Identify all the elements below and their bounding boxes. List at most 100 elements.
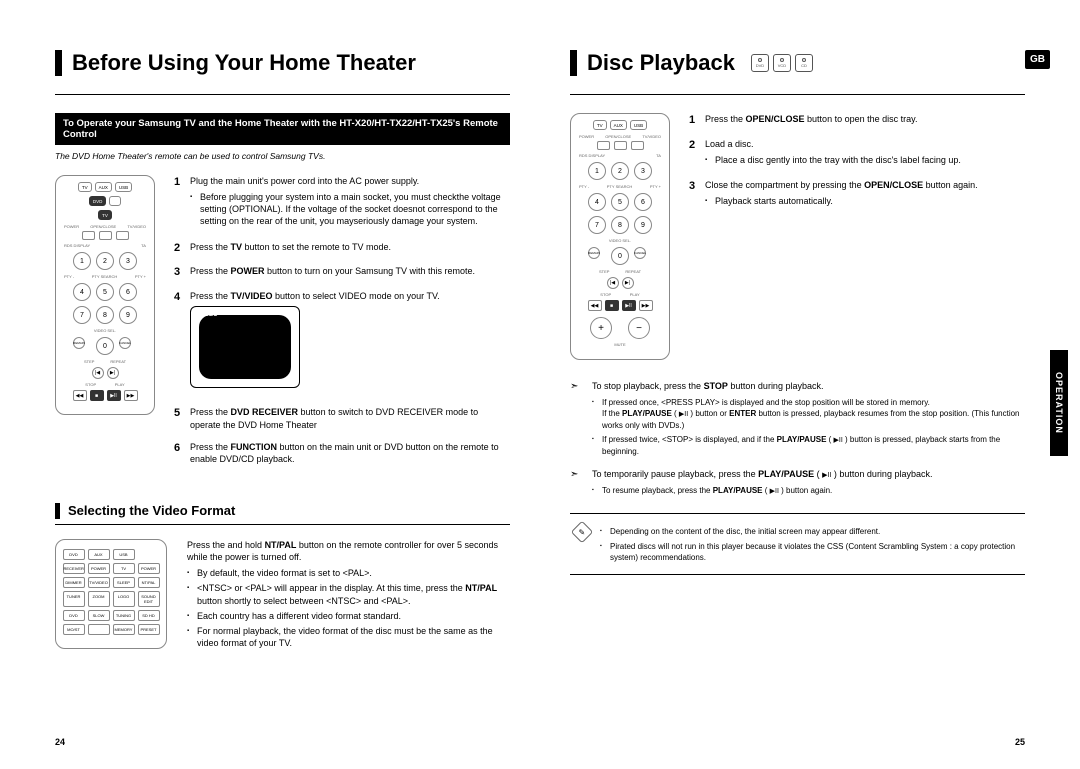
remote-wide-btn: DVD [63, 610, 85, 621]
step-number: 4 [174, 290, 184, 396]
remote-cancel: CANCEL [634, 247, 646, 259]
lbl-step: STEP [84, 359, 94, 364]
remote-num: 8 [96, 306, 114, 324]
remote-btn-tv2: TV [98, 210, 112, 220]
lbl: PLAY [630, 292, 640, 297]
step-number: 3 [689, 179, 699, 210]
note-bullet: Depending on the content of the disc, th… [600, 526, 1021, 537]
step: 2Load a disc.Place a disc gently into th… [689, 138, 1025, 169]
remote-num: 6 [634, 193, 652, 211]
lbl: STOP [600, 292, 611, 297]
media-icons: DVD VCD CD [751, 54, 813, 72]
remote-control-wide: DVDAUXUSBRECEIVERPOWERTVPOWERDIMMERTV/VI… [55, 539, 167, 649]
remote-control-illustration-right: TVAUXUSB POWEROPEN/CLOSETV/VIDEO RDS DIS… [570, 113, 670, 360]
note-bullets: Depending on the content of the disc, th… [600, 526, 1021, 566]
step-text: Close the compartment by pressing the OP… [705, 179, 978, 210]
lbl: PTY SEARCH [607, 184, 633, 189]
remote-wide-btn: TV [113, 563, 135, 574]
remote-sbtn [116, 231, 129, 240]
step-number: 1 [174, 175, 184, 231]
remote-wide-btn: RECEIVER [63, 563, 85, 574]
remote-next-icon: ▶| [107, 367, 119, 379]
page-title-left: Before Using Your Home Theater [72, 50, 416, 76]
pause-playback-block: ➣ To temporarily pause playback, press t… [570, 468, 1025, 500]
remote-next-icon: ▶| [622, 277, 634, 289]
remote-num: 9 [634, 216, 652, 234]
note-box: ✎ Depending on the content of the disc, … [570, 513, 1025, 575]
lbl: PTY - [579, 184, 589, 189]
step: 2 Press the TV button to set the remote t… [174, 241, 510, 256]
remote-btn-dvd: DVD [89, 196, 107, 206]
remote-wide-btn: DVD [63, 549, 85, 560]
step: 4Press the TV/VIDEO button to select VID… [174, 290, 510, 396]
tv-screen-illustration: VIDEO [190, 306, 300, 388]
step-bullet: Before plugging your system into a main … [190, 191, 510, 227]
remote-wide-btn: SLEEP [113, 577, 135, 588]
remote-ff-icon: ▶▶ [124, 390, 138, 401]
remote-stop-icon: ■ [90, 390, 104, 401]
remote-vol-down-icon: − [628, 317, 650, 339]
stop-playback-bullets: If pressed once, <PRESS PLAY> is display… [592, 397, 1025, 457]
vf-lead: Press the and hold NT/PAL button on the … [187, 539, 510, 563]
remote-num: 5 [611, 193, 629, 211]
remote-btn-blank [109, 196, 121, 206]
remote-sbtn [82, 231, 95, 240]
lbl-mute: MUTE [614, 342, 625, 347]
lbl-play: PLAY [115, 382, 125, 387]
lbl-rds: RDS DISPLAY [64, 243, 90, 248]
remote-num: 5 [96, 283, 114, 301]
step: 1Press the OPEN/CLOSE button to open the… [689, 113, 1025, 128]
vf-bullet: For normal playback, the video format of… [187, 625, 510, 649]
remote-num: 2 [611, 162, 629, 180]
lbl-ptyp: PTY + [135, 274, 146, 279]
vf-columns: DVDAUXUSBRECEIVERPOWERTVPOWERDIMMERTV/VI… [55, 539, 510, 652]
remote-wide-btn: POWER [88, 563, 110, 574]
step-text: Plug the main unit's power cord into the… [190, 175, 510, 231]
remote-wide-btn: DIMMER [63, 577, 85, 588]
lbl-tvvideo: TV/VIDEO [127, 224, 146, 229]
lbl-rds: RDS DISPLAY [579, 153, 605, 158]
heading-row-left: Before Using Your Home Theater [55, 50, 510, 76]
lbl: REPEAT [625, 269, 641, 274]
lbl: STEP [599, 269, 609, 274]
remote-num: 8 [611, 216, 629, 234]
remote-btn-aux: AUX [95, 182, 112, 192]
step-number: 2 [174, 241, 184, 256]
divider [55, 524, 510, 525]
dvd-icon: DVD [751, 54, 769, 72]
remote-num: 4 [588, 193, 606, 211]
remote-sbtn [614, 141, 627, 150]
heading-accent [55, 50, 62, 76]
remote-wide-btn: PRESET [138, 624, 160, 635]
stop-playback-text: To stop playback, press the STOP button … [592, 380, 1025, 393]
vf-bullets: By default, the video format is set to <… [187, 567, 510, 649]
step-text: Press the TV button to set the remote to… [190, 241, 391, 256]
step-text: Press the POWER button to turn on your S… [190, 265, 475, 280]
remote-illustration-col: TVAUXUSB DVD TV POWEROPEN/CLOSETV/VIDEO … [55, 175, 160, 475]
arrow-icon: ➣ [570, 380, 584, 460]
step-text: Load a disc.Place a disc gently into the… [705, 138, 961, 169]
right-steps-col: 1Press the OPEN/CLOSE button to open the… [689, 113, 1025, 360]
step-number: 6 [174, 441, 184, 465]
divider [55, 94, 510, 95]
italic-note: The DVD Home Theater's remote can be use… [55, 151, 510, 161]
remote-wide-btn: SLOW [88, 610, 110, 621]
divider [570, 94, 1025, 95]
remote-rew-icon: ◀◀ [588, 300, 602, 311]
remote-num: 7 [73, 306, 91, 324]
lbl-stop: STOP [85, 382, 96, 387]
subheading-accent [55, 503, 60, 519]
remote-wide-btn: MEMORY [113, 624, 135, 635]
vf-bullet: Each country has a different video forma… [187, 610, 510, 622]
page-left: Before Using Your Home Theater To Operat… [0, 0, 540, 769]
arrow-bullet: If pressed twice, <STOP> is displayed, a… [592, 434, 1025, 457]
remote-wide-btn: TV/VIDEO [88, 577, 110, 588]
step-number: 5 [174, 406, 184, 430]
remote-num: 2 [96, 252, 114, 270]
remote-num: 4 [73, 283, 91, 301]
remote-wide-btn: TUNER [63, 591, 85, 607]
lbl-openclose: OPEN/CLOSE [605, 134, 631, 139]
lbl-ptys: PTY SEARCH [92, 274, 118, 279]
remote-btn-usb: USB [115, 182, 132, 192]
remote-num: 0 [611, 247, 629, 265]
